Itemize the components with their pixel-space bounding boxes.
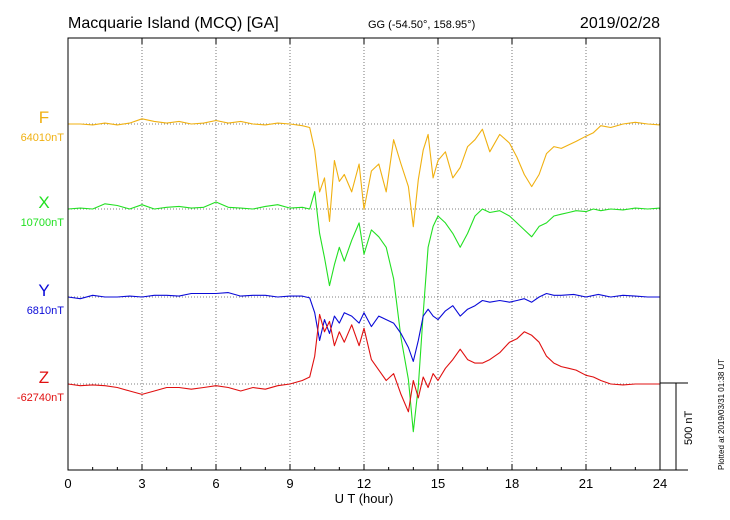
series-baseline-label-Y: 6810nT: [27, 305, 65, 317]
series-labels: F 64010nT X 10700nT Y 6810nT Z -62740nT: [17, 108, 64, 404]
scale-bar: 500 nT: [660, 382, 695, 471]
series-baseline-label-Z: -62740nT: [17, 392, 64, 404]
series-baseline-label-F: 64010nT: [21, 132, 65, 144]
series-line-F: [68, 118, 661, 228]
x-axis-ticks: 0 3 6 9 12 15 18 21 24: [64, 38, 667, 491]
x-tick-label-12: 12: [357, 476, 371, 491]
series-name-Y: Y: [38, 281, 49, 300]
x-axis-label: U T (hour): [335, 491, 394, 506]
grid-lines: [141, 38, 587, 470]
series-line-Y: [67, 292, 660, 362]
x-tick-label-6: 6: [212, 476, 219, 491]
plotted-at-note: Plotted at 2019/03/31 01:38 UT: [717, 359, 726, 470]
x-tick-label-21: 21: [579, 476, 593, 491]
x-tick-label-24: 24: [653, 476, 667, 491]
series-line-X: [67, 191, 661, 433]
scale-bar-label: 500 nT: [683, 410, 695, 445]
series-baseline-label-X: 10700nT: [21, 217, 65, 229]
series-name-F: F: [39, 108, 49, 127]
series-lines: [67, 118, 661, 433]
chart-title: Macquarie Island (MCQ) [GA]: [68, 15, 279, 32]
station-coords: GG (-54.50°, 158.95°): [368, 19, 475, 31]
series-name-Z: Z: [39, 368, 49, 387]
series-name-X: X: [38, 193, 49, 212]
x-tick-label-9: 9: [286, 476, 293, 491]
x-tick-label-18: 18: [505, 476, 519, 491]
x-tick-label-0: 0: [64, 476, 71, 491]
series-line-Z: [67, 313, 660, 413]
x-tick-label-3: 3: [138, 476, 145, 491]
x-tick-label-15: 15: [431, 476, 445, 491]
chart-date: 2019/02/28: [580, 15, 660, 32]
